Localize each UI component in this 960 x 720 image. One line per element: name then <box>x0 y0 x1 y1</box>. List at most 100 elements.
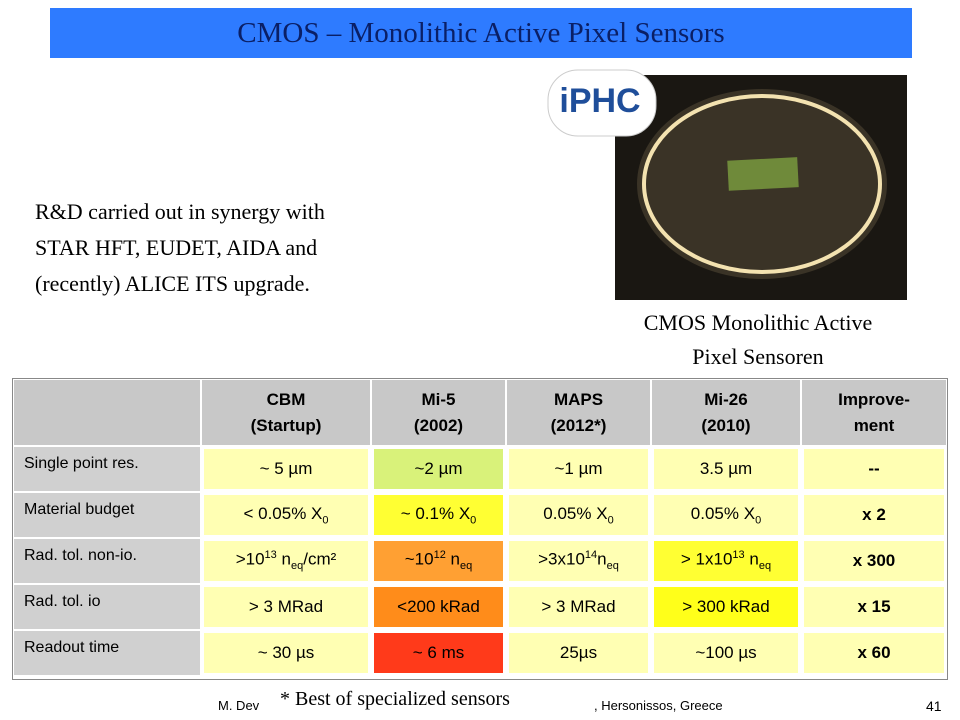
subscript: 0 <box>470 514 477 527</box>
comparison-table: CBM (Startup) Mi-5 (2002) MAPS (2012*) Mi-26 (2… <box>12 378 948 680</box>
row-label: Material budget <box>14 493 200 537</box>
images: iPHC <box>547 69 907 300</box>
cell-text: x 15 <box>857 597 890 617</box>
cell-text-part: 3.5 µm <box>699 459 753 478</box>
cell-text: ~ 5 µm <box>260 459 313 479</box>
caption-line: Pixel Sensoren <box>692 344 824 369</box>
cell-text: ~100 µs <box>695 643 756 663</box>
row-label: Rad. tol. non-io. <box>14 539 200 583</box>
cell-text: < 0.05% X0 <box>243 504 328 526</box>
cell-text: >3x1014neq <box>538 549 619 572</box>
table-cell: ~ 30 µs <box>204 633 368 673</box>
table-cell: x 300 <box>804 541 944 581</box>
table-cell: ~100 µs <box>654 633 798 673</box>
footer-author: M. Dev <box>218 698 260 713</box>
cell-text: x 60 <box>857 643 890 663</box>
header-line: Mi-26 <box>704 389 748 409</box>
intro-text: R&D carried out in synergy with STAR HFT… <box>35 194 325 302</box>
cell-text-part: 0.05% X <box>543 503 608 523</box>
superscript: 12 <box>433 549 446 562</box>
cell-text-part: ~100 µs <box>695 643 757 662</box>
cell-text-part: x 60 <box>857 643 891 662</box>
column-header: Improve-ment <box>802 380 946 445</box>
header-line: CBM <box>266 389 306 409</box>
cell-text: x 300 <box>853 551 896 571</box>
row-label: Rad. tol. io <box>14 585 200 629</box>
table-cell: >3x1014neq <box>509 541 648 581</box>
table-cell: x 2 <box>804 495 944 535</box>
header-line: (2012*) <box>550 415 607 435</box>
caption-line: CMOS Monolithic Active <box>643 310 873 335</box>
cell-text-part: x 300 <box>852 551 896 570</box>
column-header: Mi-5 (2002) <box>372 380 505 445</box>
table-cell: ~ 0.1% X0 <box>374 495 503 535</box>
cell-text: ~2 µm <box>414 459 462 479</box>
cell-text-part: <200 kRad <box>397 597 480 616</box>
footer-place: , Hersonissos, Greece <box>594 698 723 713</box>
header-line: ment <box>853 415 895 435</box>
header-line: MAPS <box>553 389 604 409</box>
cell-text: ~ 30 µs <box>258 643 315 663</box>
cell-text-part: /cm² <box>303 550 337 570</box>
superscript: 13 <box>732 549 745 562</box>
table-cell: > 3 MRad <box>204 587 368 627</box>
row-label: Single point res. <box>14 447 200 491</box>
table-cell: 0.05% X0 <box>509 495 648 535</box>
cell-text-part: ~10 <box>404 550 434 570</box>
logo: iPHC <box>559 82 640 120</box>
header-line: (2010) <box>701 415 751 435</box>
cell-text-part: > 300 kRad <box>682 597 770 616</box>
cell-text-part: >10 <box>235 550 265 570</box>
cell-text: >1013 neq/cm² <box>236 549 337 572</box>
cell-text-part: n <box>597 550 607 570</box>
cell-text: 25µs <box>560 643 597 663</box>
superscript: 13 <box>264 549 277 562</box>
table-cell: ~ 6 ms <box>374 633 503 673</box>
table-cell: ~ 5 µm <box>204 449 368 489</box>
cell-text: ~1 µm <box>554 459 602 479</box>
cell-text-part: ~1 µm <box>554 459 603 478</box>
subscript: 0 <box>755 514 762 527</box>
column-header: CBM (Startup) <box>202 380 370 445</box>
cell-text-part: n <box>276 550 291 570</box>
cell-text: ~ 6 ms <box>413 643 465 663</box>
header-line: Improve- <box>838 389 910 409</box>
table-cell: 3.5 µm <box>654 449 798 489</box>
subscript: eq <box>606 560 619 573</box>
cell-text: > 1x1013 neq <box>681 549 771 572</box>
intro-line: STAR HFT, EUDET, AIDA and <box>35 235 318 260</box>
table-cell: > 300 kRad <box>654 587 798 627</box>
cell-text: ~ 0.1% X0 <box>401 504 477 526</box>
cell-text-part: n <box>744 550 759 570</box>
cell-text-part: ~2 µm <box>414 459 463 478</box>
table-cell: > 3 MRad <box>509 587 648 627</box>
photo-ring <box>642 94 882 274</box>
cell-text-part: x 2 <box>862 505 886 524</box>
table-cell: x 15 <box>804 587 944 627</box>
subscript: 0 <box>607 514 614 527</box>
table-cell: < 0.05% X0 <box>204 495 368 535</box>
header-line: Mi-5 <box>421 389 456 409</box>
cell-text: 0.05% X0 <box>691 504 761 526</box>
cell-text-part: ~ 30 µs <box>257 643 315 662</box>
cell-text-part: ~ 0.1% X <box>400 503 471 523</box>
cell-text-part: > 3 MRad <box>541 597 616 616</box>
table-cell: > 1x1013 neq <box>654 541 798 581</box>
header-cell-bg <box>14 380 200 445</box>
table-cell: ~2 µm <box>374 449 503 489</box>
row-label: Readout time <box>14 631 200 675</box>
column-header: Mi-26 (2010) <box>652 380 800 445</box>
superscript: 14 <box>584 549 598 562</box>
table-cell: ~1 µm <box>509 449 648 489</box>
cell-text-part: ~ 5 µm <box>259 459 313 478</box>
title-bar: CMOS – Monolithic Active Pixel Sensors <box>50 8 912 58</box>
cell-text-part: -- <box>868 459 880 478</box>
cell-text: 3.5 µm <box>700 459 752 479</box>
cell-text-part: 25µs <box>559 643 598 662</box>
cell-text-part: >3x10 <box>538 550 585 570</box>
photo-chip <box>727 157 799 191</box>
table-cell: x 60 <box>804 633 944 673</box>
cell-text-part: > 1x10 <box>680 550 733 570</box>
cell-text-part: 0.05% X <box>690 503 756 523</box>
